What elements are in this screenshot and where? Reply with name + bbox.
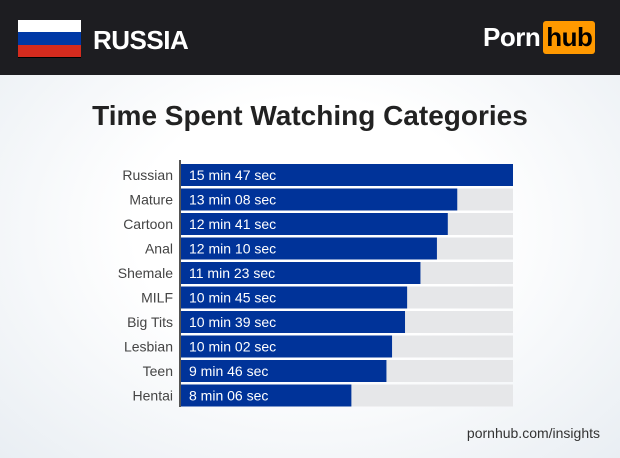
category-label: MILF: [141, 290, 173, 306]
data-label: 8 min 06 sec: [189, 388, 268, 404]
bar: [181, 384, 352, 407]
flag-stripe-blue: [18, 32, 81, 45]
bar: [181, 213, 448, 235]
bar: [181, 164, 513, 186]
category-label: Lesbian: [124, 339, 173, 355]
category-label: Cartoon: [123, 216, 173, 232]
category-label: Hentai: [133, 388, 173, 404]
bar: [181, 188, 458, 211]
bar: [181, 360, 387, 382]
source-url: pornhub.com/insights: [466, 425, 600, 441]
bar: [181, 311, 406, 333]
category-label: Russian: [122, 167, 173, 183]
bar: [181, 262, 421, 284]
data-label: 13 min 08 sec: [189, 192, 276, 208]
data-label: 10 min 02 sec: [189, 339, 276, 355]
data-label: 12 min 41 sec: [189, 216, 276, 232]
data-label: 10 min 39 sec: [189, 314, 276, 330]
header: RUSSIA Porn hub: [0, 0, 620, 75]
category-label: Mature: [129, 192, 173, 208]
bar: [181, 286, 408, 309]
category-label: Teen: [143, 363, 173, 379]
bar: [181, 237, 437, 260]
data-label: 12 min 10 sec: [189, 241, 276, 257]
data-label: 10 min 45 sec: [189, 290, 276, 306]
logo-text-right: hub: [543, 21, 596, 54]
russia-flag-icon: [18, 20, 81, 57]
flag-stripe-white: [18, 20, 81, 33]
chart-title: Time Spent Watching Categories: [92, 100, 528, 131]
logo-text-left: Porn: [483, 22, 541, 52]
bar: [181, 335, 393, 358]
data-label: 11 min 23 sec: [189, 265, 275, 281]
data-label: 9 min 46 sec: [189, 363, 268, 379]
category-label: Big Tits: [127, 314, 173, 330]
flag-stripe-red: [18, 44, 81, 57]
country-name: RUSSIA: [93, 25, 189, 55]
data-label: 15 min 47 sec: [189, 167, 276, 183]
category-label: Shemale: [118, 265, 173, 281]
logo: Porn hub: [483, 21, 596, 54]
category-label: Anal: [145, 241, 173, 257]
